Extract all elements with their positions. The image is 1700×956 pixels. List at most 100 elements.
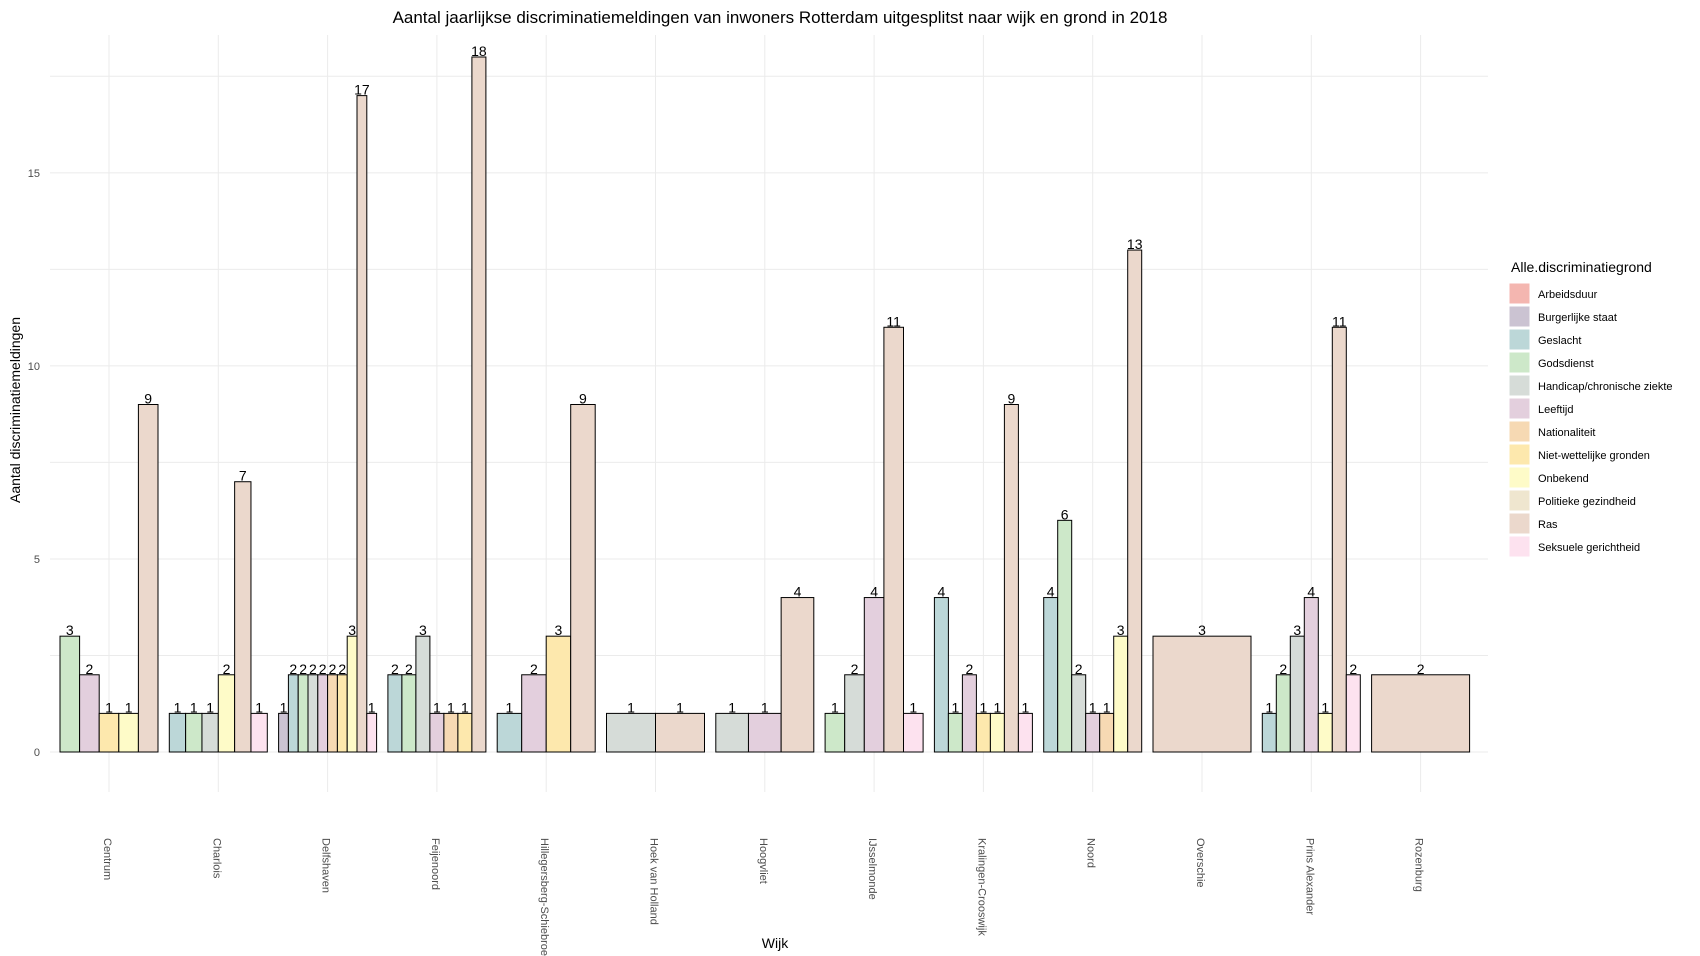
bar-hoek-van-holland-ras <box>655 712 705 753</box>
bar-delfshaven-burgerlijke-staat <box>278 712 289 753</box>
bar-kralingen-crooswijk-leeftijd <box>961 674 977 753</box>
legend-label-geslacht: Geslacht <box>1538 335 1581 347</box>
data-label-hoek-van-holland-handicap-chronische-ziekte: 1 <box>627 699 635 715</box>
data-label-charlois-geslacht: 1 <box>174 699 182 715</box>
legend-key-onbekend <box>1508 466 1531 489</box>
bar-centrum-leeftijd <box>79 674 100 753</box>
bar-rozenburg-ras <box>1371 674 1471 753</box>
bar-noord-handicap-chronische-ziekte <box>1071 674 1087 753</box>
bar-delfshaven-niet-wettelijke-gronden <box>336 674 348 753</box>
data-label-feijenoord-leeftijd: 1 <box>433 699 441 715</box>
bar-hillegersberg-schiebroek-niet-wettelijke-gronden <box>545 635 572 753</box>
data-label-kralingen-crooswijk-leeftijd: 2 <box>966 661 974 677</box>
bar-delfshaven-ras <box>356 95 368 753</box>
data-label-noord-onbekend: 3 <box>1117 622 1125 638</box>
data-label-charlois-onbekend: 2 <box>223 661 231 677</box>
legend-key-nationaliteit <box>1508 420 1531 443</box>
bar-noord-ras <box>1127 249 1143 753</box>
bar-feijenoord-ras <box>471 56 487 753</box>
bar-ijsselmonde-seksuele-gerichtheid <box>903 712 924 753</box>
bar-hillegersberg-schiebroek-geslacht <box>496 712 523 753</box>
legend-label-seksuele-gerichtheid: Seksuele gerichtheid <box>1538 542 1640 554</box>
bar-feijenoord-geslacht <box>387 674 403 753</box>
bar-delfshaven-seksuele-gerichtheid <box>366 712 378 753</box>
data-label-hoek-van-holland-ras: 1 <box>676 699 684 715</box>
bar-charlois-onbekend <box>217 674 236 753</box>
data-label-hillegersberg-schiebroek-leeftijd: 2 <box>530 661 538 677</box>
data-label-noord-ras: 13 <box>1127 236 1143 252</box>
bar-charlois-godsdienst <box>185 712 203 753</box>
bar-ijsselmonde-ras <box>883 326 905 753</box>
bar-hillegersberg-schiebroek-ras <box>570 404 596 753</box>
data-label-centrum-ras: 9 <box>144 391 152 407</box>
data-label-kralingen-crooswijk-onbekend: 1 <box>994 699 1002 715</box>
bar-feijenoord-godsdienst <box>401 674 417 753</box>
bar-prins-alexander-onbekend <box>1317 712 1333 753</box>
x-tick-label-delfshaven: Delfshaven <box>320 838 332 893</box>
bar-ijsselmonde-godsdienst <box>824 712 846 753</box>
legend-key-burgerlijke-staat <box>1508 305 1531 328</box>
bar-prins-alexander-ras <box>1331 326 1347 753</box>
data-label-delfshaven-nationaliteit: 2 <box>329 661 337 677</box>
x-tick-label-hillegersberg-schiebroek: Hillegersberg-Schiebroek <box>538 838 550 956</box>
legend-key-seksuele-gerichtheid <box>1508 535 1531 558</box>
bar-prins-alexander-seksuele-gerichtheid <box>1345 674 1361 753</box>
bar-kralingen-crooswijk-ras <box>1003 404 1019 753</box>
data-label-ijsselmonde-ras: 11 <box>886 313 901 329</box>
bar-centrum-onbekend <box>118 712 139 753</box>
x-tick-label-noord: Noord <box>1085 838 1097 868</box>
data-label-ijsselmonde-handicap-chronische-ziekte: 2 <box>851 661 859 677</box>
legend-key-ras <box>1508 512 1531 535</box>
data-label-ijsselmonde-godsdienst: 1 <box>831 699 839 715</box>
data-label-delfshaven-ras: 17 <box>354 82 370 98</box>
bar-ijsselmonde-handicap-chronische-ziekte <box>844 674 865 753</box>
data-label-centrum-leeftijd: 2 <box>86 661 94 677</box>
bar-prins-alexander-handicap-chronische-ziekte <box>1289 635 1305 753</box>
data-label-charlois-ras: 7 <box>239 468 247 484</box>
bar-hoogvliet-ras <box>780 597 815 753</box>
legend-key-politieke-gezindheid <box>1508 489 1531 512</box>
data-label-kralingen-crooswijk-ras: 9 <box>1008 391 1016 407</box>
data-label-charlois-godsdienst: 1 <box>190 699 198 715</box>
bar-kralingen-crooswijk-godsdienst <box>947 712 963 753</box>
bar-prins-alexander-godsdienst <box>1275 674 1291 753</box>
data-label-prins-alexander-leeftijd: 4 <box>1307 584 1315 600</box>
bar-overschie-ras <box>1152 635 1252 753</box>
bar-charlois-geslacht <box>168 712 187 753</box>
bar-feijenoord-handicap-chronische-ziekte <box>415 635 431 753</box>
bar-delfshaven-leeftijd <box>317 674 329 753</box>
y-axis-title: Aantal discriminatiemeldingen <box>7 317 23 503</box>
x-tick-label-centrum: Centrum <box>101 838 113 880</box>
data-label-prins-alexander-geslacht: 1 <box>1265 699 1273 715</box>
bar-feijenoord-leeftijd <box>429 712 445 753</box>
legend-label-handicap-chronische-ziekte: Handicap/chronische ziekte <box>1538 381 1673 393</box>
data-label-hoogvliet-handicap-chronische-ziekte: 1 <box>728 699 736 715</box>
data-label-kralingen-crooswijk-godsdienst: 1 <box>952 699 960 715</box>
data-label-hillegersberg-schiebroek-geslacht: 1 <box>506 699 514 715</box>
data-label-feijenoord-geslacht: 2 <box>391 661 399 677</box>
bars <box>59 56 1471 753</box>
data-label-hoogvliet-ras: 4 <box>794 584 802 600</box>
bar-centrum-ras <box>137 404 159 753</box>
x-tick-label-rozenburg: Rozenburg <box>1413 838 1425 892</box>
bar-kralingen-crooswijk-geslacht <box>933 597 949 753</box>
y-axis: 0 5 10 15 <box>28 168 40 759</box>
bar-charlois-handicap-chronische-ziekte <box>201 712 219 753</box>
legend-key-geslacht <box>1508 328 1531 351</box>
bar-delfshaven-nationaliteit <box>327 674 338 753</box>
data-label-kralingen-crooswijk-geslacht: 4 <box>938 584 946 600</box>
legend-title: Alle.discriminatiegrond <box>1511 259 1652 275</box>
bar-hoek-van-holland-handicap-chronische-ziekte <box>606 712 656 753</box>
bar-delfshaven-onbekend <box>346 635 358 753</box>
data-label-delfshaven-onbekend: 3 <box>348 622 356 638</box>
bar-ijsselmonde-leeftijd <box>863 597 885 753</box>
legend-label-godsdienst: Godsdienst <box>1538 358 1594 370</box>
bar-delfshaven-godsdienst <box>297 674 309 753</box>
x-axis: Centrum Charlois Delfshaven Feijenoord Hille… <box>101 838 1425 956</box>
data-label-kralingen-crooswijk-seksuele-gerichtheid: 1 <box>1022 699 1030 715</box>
data-label-ijsselmonde-seksuele-gerichtheid: 1 <box>909 699 917 715</box>
data-label-prins-alexander-godsdienst: 2 <box>1279 661 1287 677</box>
bar-centrum-niet-wettelijke-gronden <box>98 712 120 753</box>
bar-noord-onbekend <box>1113 635 1129 753</box>
